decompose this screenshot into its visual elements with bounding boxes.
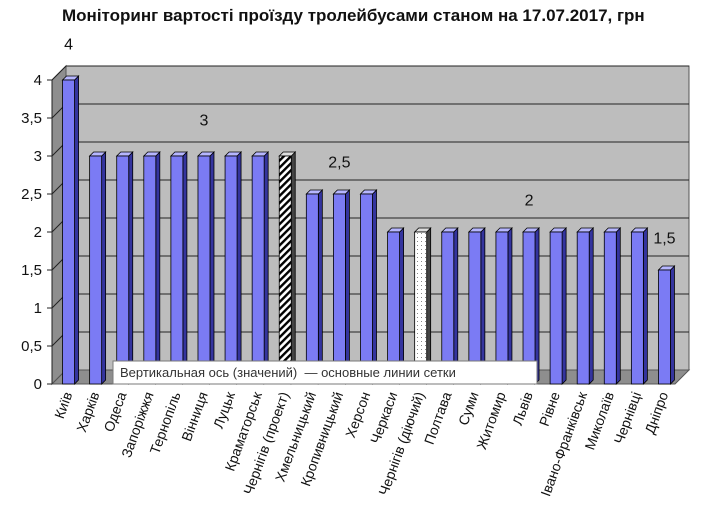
bar-side — [209, 151, 215, 385]
bar-front — [333, 193, 346, 385]
y-tick-label: 2,5 — [21, 186, 42, 203]
category-label: Суми — [455, 390, 482, 428]
value-annotation: 2,5 — [328, 154, 350, 171]
bar-side — [128, 151, 134, 385]
category-label: Львів — [509, 390, 536, 428]
bar-front — [197, 155, 211, 385]
category-label: Луцьк — [210, 389, 238, 431]
bars — [61, 75, 676, 385]
bar-front — [143, 155, 157, 385]
bar-front — [603, 231, 617, 385]
y-tick-label: 0 — [34, 376, 42, 393]
gridline-tooltip: Вертикальная ось (значений) — основные л… — [112, 360, 538, 385]
value-annotation: 4 — [64, 37, 73, 54]
bar — [88, 151, 107, 385]
bar-side — [561, 227, 567, 385]
category-label: Одеса — [100, 389, 129, 434]
bar-front — [278, 155, 292, 385]
bar-front — [549, 231, 563, 385]
tooltip-box — [112, 360, 538, 385]
bar — [522, 227, 540, 385]
bar-side — [372, 189, 377, 385]
bar — [576, 227, 595, 385]
bar — [142, 151, 161, 385]
bar — [359, 189, 378, 385]
bar — [440, 227, 459, 385]
bar — [630, 227, 649, 385]
bar — [657, 265, 676, 385]
bar — [278, 151, 297, 385]
y-tick-label: 4 — [34, 72, 42, 89]
category-label: Київ — [51, 390, 75, 421]
bar — [61, 75, 80, 385]
bar-side — [155, 151, 161, 385]
bar — [549, 227, 568, 385]
bar — [386, 227, 405, 385]
bar-front — [62, 79, 75, 385]
bar — [413, 227, 432, 385]
y-tick-label: 0,5 — [21, 338, 42, 355]
tooltip-text: Вертикальная ось (значений) — основные л… — [120, 365, 456, 380]
bar-front — [630, 231, 644, 385]
bar-side — [263, 151, 269, 385]
bar — [305, 189, 324, 385]
value-annotation: 2 — [525, 192, 534, 209]
bar — [197, 151, 215, 385]
bar — [169, 151, 188, 385]
bar-front — [305, 193, 319, 385]
bar-side — [101, 151, 107, 385]
bar — [332, 189, 351, 385]
y-tick-label: 3 — [34, 148, 42, 165]
bar — [251, 151, 270, 385]
bar-front — [360, 193, 373, 385]
bar-front — [224, 155, 238, 385]
y-tick-label: 3,5 — [21, 110, 42, 127]
bar-side — [182, 151, 188, 385]
y-tick-label: 1,5 — [21, 262, 42, 279]
y-tick-label: 1 — [34, 300, 42, 317]
y-tick-label: 2 — [34, 224, 42, 241]
value-annotation: 3 — [200, 113, 209, 130]
bar-front — [251, 155, 265, 385]
bar-front — [170, 155, 184, 385]
bar-side — [290, 151, 296, 385]
bar-side — [642, 227, 648, 385]
category-label: Рівне — [536, 389, 563, 428]
bar — [224, 151, 243, 385]
category-label: Харків — [73, 390, 102, 435]
bar-side — [317, 189, 323, 385]
bar-side — [588, 227, 594, 385]
bar — [603, 227, 622, 385]
bar-front — [116, 155, 130, 385]
category-label: Дніпро — [641, 389, 671, 436]
bar-front — [89, 155, 103, 385]
gridline — [51, 65, 689, 81]
bar — [115, 151, 134, 385]
value-annotation: 1,5 — [653, 230, 675, 247]
bar-side — [345, 189, 350, 385]
bar-front — [576, 231, 590, 385]
category-label: Вінниця — [178, 390, 211, 444]
bar-side — [615, 227, 621, 385]
chart-title: Моніторинг вартості проїзду тролейбусами… — [62, 6, 645, 25]
bar-side — [74, 75, 79, 385]
bar-side — [670, 265, 675, 385]
category-label: Херсон — [342, 390, 373, 440]
bar-side — [236, 151, 242, 385]
bar-front — [658, 269, 671, 385]
